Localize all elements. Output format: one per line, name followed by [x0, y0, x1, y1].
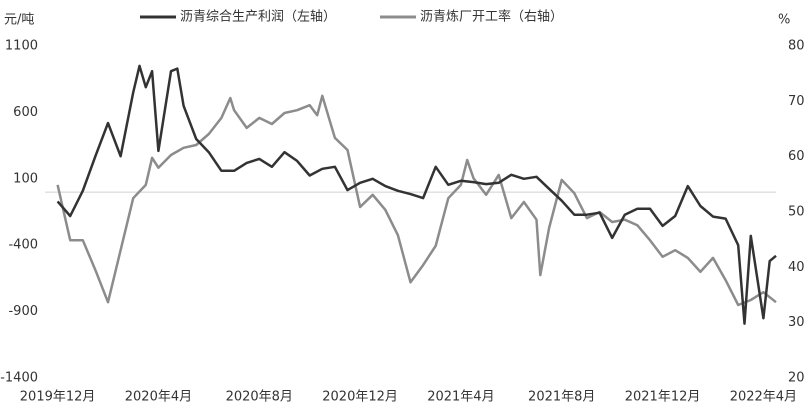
y-tick-label: 600: [13, 105, 38, 120]
y2-tick-label: 80: [788, 39, 805, 54]
x-tick-label: 2020年8月: [226, 390, 293, 405]
legend-label: 沥青炼厂开工率（右轴）: [420, 9, 563, 25]
series-line: [56, 94, 777, 307]
x-tick-label: 2022年4月: [730, 390, 797, 405]
y2-tick-label: 60: [788, 149, 805, 164]
x-tick-label: 2020年4月: [125, 390, 192, 405]
y-tick-label: 1100: [5, 39, 38, 54]
x-tick-label: 2019年12月: [20, 390, 96, 405]
y2-tick-label: 20: [788, 371, 805, 386]
x-tick-label: 2020年12月: [322, 390, 398, 405]
series-line: [56, 64, 777, 325]
y2-tick-label: 40: [788, 260, 805, 275]
x-tick-label: 2021年8月: [528, 390, 595, 405]
y2-tick-label: 30: [788, 315, 805, 330]
y-tick-label: -900: [8, 304, 38, 319]
y2-tick-label: 50: [788, 205, 805, 220]
y-axis-unit: 元/吨: [4, 13, 34, 28]
y2-tick-label: 70: [788, 94, 805, 109]
y-tick-label: -400: [8, 238, 38, 253]
legend-label: 沥青综合生产利润（左轴）: [180, 10, 336, 25]
y-tick-label: 100: [13, 171, 38, 186]
y2-axis-unit: %: [778, 13, 790, 28]
x-tick-label: 2021年12月: [625, 390, 701, 405]
y-tick-label: -1400: [0, 371, 38, 386]
x-tick-label: 2021年4月: [427, 390, 494, 405]
